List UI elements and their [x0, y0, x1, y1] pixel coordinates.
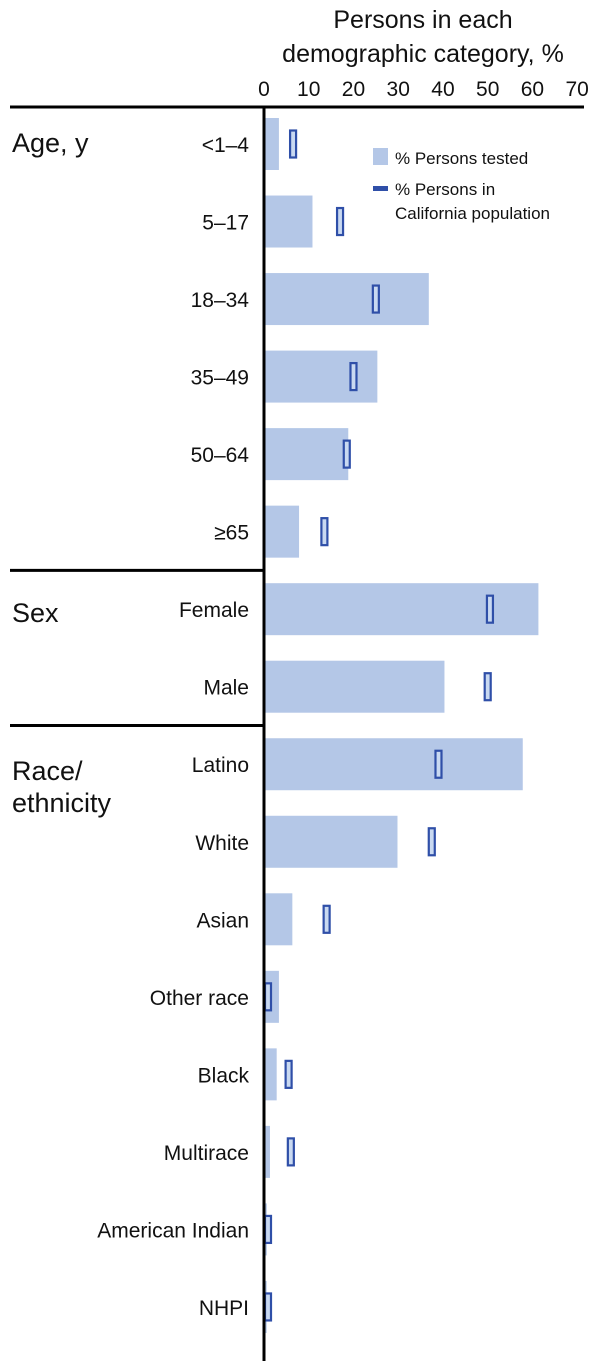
marker-50-64	[342, 439, 351, 469]
category-label-asian: Asian	[196, 909, 249, 932]
tick-label-20: 20	[342, 78, 365, 101]
marker-18-34	[371, 284, 380, 314]
tick-label-10: 10	[297, 78, 320, 101]
tick-label-50: 50	[476, 78, 499, 101]
tick-label-0: 0	[258, 78, 270, 101]
group-dividers	[10, 568, 264, 727]
marker-other-race	[263, 982, 273, 1012]
category-label-latino: Latino	[192, 754, 249, 777]
category-label-5-17: 5–17	[202, 212, 249, 235]
marker-american-indian	[263, 1214, 273, 1245]
markers-california-population	[263, 129, 495, 1322]
bar-18-34	[265, 273, 429, 326]
bar-50-64	[265, 428, 349, 481]
x-axis-title: Persons in each demographic category, %	[282, 6, 564, 68]
marker-multirace	[286, 1137, 295, 1167]
bar-1-4	[265, 118, 279, 170]
tick-label-70: 70	[566, 78, 589, 101]
group-label-race-ethnicity-line-1: Race/	[12, 756, 83, 786]
category-label-1-4: <1–4	[202, 134, 250, 157]
category-label-male: Male	[203, 677, 249, 700]
category-label-35-49: 35–49	[191, 367, 249, 390]
marker-35-49	[349, 361, 358, 392]
axis-title-line-1: Persons in each	[333, 6, 512, 34]
bar-white	[265, 815, 398, 868]
legend-label-california-population-line-2: California population	[395, 204, 550, 223]
bar-latino	[265, 738, 523, 791]
marker-black	[284, 1059, 293, 1089]
category-label-other-race: Other race	[150, 987, 249, 1010]
bar-asian	[265, 893, 293, 946]
x-axis-ticks: 0 10 20 30 40 50 60 70	[258, 78, 589, 101]
group-label-sex: Sex	[12, 598, 59, 628]
marker-white	[427, 827, 436, 857]
bar-female	[265, 583, 539, 636]
category-label-american-indian: American Indian	[97, 1219, 249, 1242]
legend-label-california-population-line-1: % Persons in	[395, 180, 495, 199]
bars-persons-tested	[265, 118, 539, 1333]
bar-black	[265, 1048, 277, 1101]
category-label-65: ≥65	[214, 522, 249, 545]
axes	[10, 105, 584, 1361]
category-labels: <1–4 5–17 18–34 35–49 50–64 ≥65 Female Male Lati…	[97, 134, 249, 1320]
bar-5-17	[265, 195, 313, 248]
tick-label-30: 30	[387, 78, 410, 101]
marker-latino	[434, 749, 443, 779]
tick-label-40: 40	[431, 78, 454, 101]
category-label-multirace: Multirace	[164, 1142, 249, 1165]
marker-65	[320, 517, 329, 547]
axis-title-line-2: demographic category, %	[282, 40, 564, 68]
legend-label-persons-tested: % Persons tested	[395, 149, 528, 168]
marker-nhpi	[263, 1292, 273, 1322]
tick-label-60: 60	[521, 78, 544, 101]
category-label-nhpi: NHPI	[199, 1297, 249, 1320]
bar-multirace	[265, 1125, 270, 1178]
marker-female	[485, 594, 495, 624]
category-label-18-34: 18–34	[191, 289, 250, 312]
legend-swatch-california-population	[373, 186, 388, 191]
category-label-female: Female	[179, 599, 249, 622]
bar-65	[265, 505, 300, 558]
marker-male	[483, 672, 492, 702]
category-label-50-64: 50–64	[191, 444, 250, 467]
group-label-race-ethnicity-line-2: ethnicity	[12, 788, 112, 818]
legend-swatch-persons-tested	[373, 148, 388, 165]
legend: % Persons tested % Persons in California p…	[373, 148, 550, 223]
marker-1-4	[288, 129, 298, 159]
bar-male	[265, 660, 445, 713]
group-labels: Age, y Sex Race/ethnicity	[12, 128, 112, 818]
marker-asian	[322, 904, 331, 934]
category-label-black: Black	[198, 1064, 250, 1087]
group-label-age-y: Age, y	[12, 128, 89, 158]
category-label-white: White	[195, 832, 249, 855]
bar-35-49	[265, 350, 378, 403]
marker-5-17	[335, 206, 345, 237]
